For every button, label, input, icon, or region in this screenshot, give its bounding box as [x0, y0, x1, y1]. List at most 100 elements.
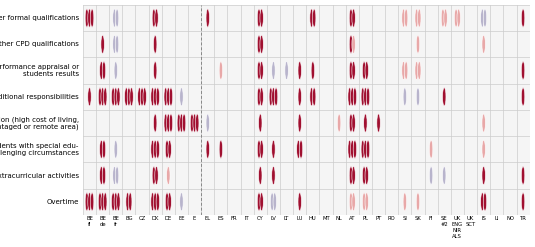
Ellipse shape: [155, 166, 158, 185]
Ellipse shape: [260, 61, 263, 80]
Ellipse shape: [219, 140, 223, 159]
Ellipse shape: [155, 9, 158, 27]
Ellipse shape: [310, 9, 314, 27]
Ellipse shape: [403, 88, 407, 106]
Ellipse shape: [85, 193, 89, 211]
Ellipse shape: [164, 88, 167, 106]
Ellipse shape: [310, 88, 314, 106]
Ellipse shape: [269, 88, 272, 106]
Ellipse shape: [415, 9, 418, 27]
Ellipse shape: [169, 88, 173, 106]
Ellipse shape: [416, 88, 419, 106]
Ellipse shape: [404, 61, 408, 80]
Ellipse shape: [272, 61, 275, 80]
Ellipse shape: [442, 166, 446, 185]
Ellipse shape: [362, 166, 366, 185]
Ellipse shape: [349, 166, 353, 185]
Ellipse shape: [156, 88, 159, 106]
Ellipse shape: [366, 140, 370, 159]
Ellipse shape: [274, 88, 278, 106]
Ellipse shape: [258, 114, 262, 132]
Ellipse shape: [349, 114, 353, 132]
Ellipse shape: [352, 61, 355, 80]
Ellipse shape: [285, 61, 288, 80]
Ellipse shape: [143, 88, 147, 106]
Ellipse shape: [402, 61, 405, 80]
Ellipse shape: [257, 61, 261, 80]
Ellipse shape: [219, 61, 223, 80]
Ellipse shape: [151, 140, 154, 159]
Ellipse shape: [273, 193, 277, 211]
Ellipse shape: [206, 140, 210, 159]
Ellipse shape: [152, 166, 156, 185]
Ellipse shape: [348, 88, 351, 106]
Ellipse shape: [154, 61, 157, 80]
Ellipse shape: [483, 193, 487, 211]
Ellipse shape: [403, 193, 407, 211]
Ellipse shape: [362, 61, 366, 80]
Ellipse shape: [154, 35, 157, 54]
Ellipse shape: [169, 114, 173, 132]
Ellipse shape: [177, 114, 180, 132]
Ellipse shape: [365, 61, 369, 80]
Ellipse shape: [101, 88, 104, 106]
Ellipse shape: [180, 88, 183, 106]
Ellipse shape: [260, 9, 263, 27]
Ellipse shape: [366, 88, 370, 106]
Ellipse shape: [111, 88, 115, 106]
Ellipse shape: [88, 9, 91, 27]
Ellipse shape: [418, 61, 421, 80]
Ellipse shape: [113, 35, 116, 54]
Ellipse shape: [156, 193, 159, 211]
Ellipse shape: [102, 61, 105, 80]
Ellipse shape: [182, 114, 186, 132]
Ellipse shape: [430, 166, 433, 185]
Ellipse shape: [166, 166, 170, 185]
Ellipse shape: [522, 88, 525, 106]
Ellipse shape: [298, 88, 301, 106]
Ellipse shape: [104, 193, 107, 211]
Ellipse shape: [257, 35, 261, 54]
Ellipse shape: [114, 193, 118, 211]
Ellipse shape: [457, 9, 461, 27]
Ellipse shape: [361, 88, 364, 106]
Ellipse shape: [260, 35, 263, 54]
Ellipse shape: [482, 166, 485, 185]
Ellipse shape: [298, 61, 301, 80]
Ellipse shape: [166, 88, 170, 106]
Ellipse shape: [349, 35, 353, 54]
Ellipse shape: [352, 114, 355, 132]
Ellipse shape: [156, 140, 159, 159]
Ellipse shape: [349, 61, 353, 80]
Ellipse shape: [98, 88, 102, 106]
Ellipse shape: [113, 166, 116, 185]
Ellipse shape: [298, 114, 301, 132]
Ellipse shape: [377, 114, 380, 132]
Ellipse shape: [297, 140, 300, 159]
Ellipse shape: [257, 193, 261, 211]
Ellipse shape: [402, 9, 405, 27]
Ellipse shape: [180, 114, 183, 132]
Ellipse shape: [522, 166, 525, 185]
Ellipse shape: [102, 166, 105, 185]
Ellipse shape: [260, 88, 263, 106]
Ellipse shape: [260, 140, 263, 159]
Ellipse shape: [130, 88, 133, 106]
Ellipse shape: [482, 114, 485, 132]
Ellipse shape: [442, 88, 446, 106]
Ellipse shape: [272, 140, 275, 159]
Ellipse shape: [98, 193, 102, 211]
Ellipse shape: [353, 140, 357, 159]
Ellipse shape: [364, 114, 367, 132]
Ellipse shape: [298, 193, 301, 211]
Ellipse shape: [480, 193, 484, 211]
Ellipse shape: [111, 193, 115, 211]
Ellipse shape: [418, 9, 421, 27]
Ellipse shape: [113, 9, 116, 27]
Ellipse shape: [206, 114, 210, 132]
Ellipse shape: [152, 9, 156, 27]
Ellipse shape: [257, 140, 261, 159]
Ellipse shape: [258, 166, 262, 185]
Ellipse shape: [127, 88, 131, 106]
Ellipse shape: [102, 140, 105, 159]
